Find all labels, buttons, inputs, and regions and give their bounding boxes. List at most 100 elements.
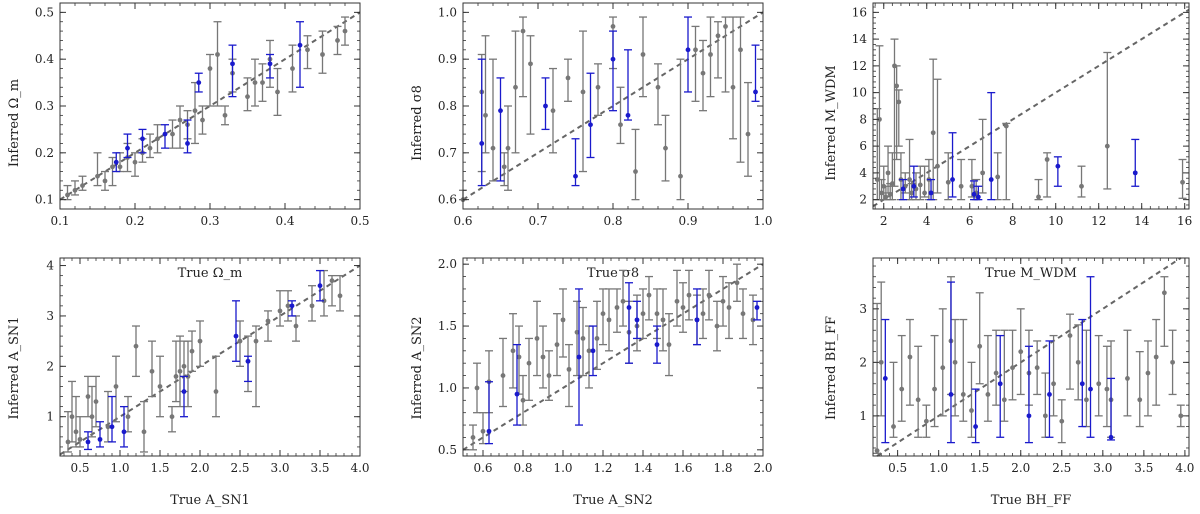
data-point xyxy=(1044,157,1050,162)
y-tick-label: 1 xyxy=(859,409,867,423)
blue-point xyxy=(194,72,203,93)
grey-point xyxy=(243,77,252,112)
identity-line xyxy=(872,8,1190,208)
data-point xyxy=(560,317,566,323)
data-point xyxy=(181,363,187,369)
grey-point xyxy=(739,288,747,340)
grey-point xyxy=(1041,372,1050,438)
x-tick-label: 0.8 xyxy=(513,461,532,475)
data-point xyxy=(883,194,889,200)
grey-point xyxy=(565,343,573,408)
grey-point xyxy=(967,158,976,198)
grey-point xyxy=(176,335,184,408)
data-point xyxy=(192,108,198,114)
grey-point xyxy=(593,300,601,371)
data-point xyxy=(917,182,923,188)
data-point xyxy=(590,348,596,354)
blue-point xyxy=(244,355,252,383)
x-tick-label: 14 xyxy=(1134,214,1150,228)
data-point xyxy=(1108,434,1114,440)
blue-point xyxy=(1053,156,1062,187)
x-tick-label: 0.6 xyxy=(473,461,492,475)
x-tick-label: 1.0 xyxy=(929,461,948,475)
x-tick-label: 0.2 xyxy=(125,214,144,228)
grey-point xyxy=(659,288,667,352)
data-point xyxy=(540,354,546,360)
grey-point xyxy=(983,334,992,422)
data-point xyxy=(595,84,601,90)
data-point xyxy=(267,61,273,67)
x-tick-label: 0.5 xyxy=(888,461,907,475)
grey-point xyxy=(308,285,316,322)
x-tick-label: 2.5 xyxy=(1052,461,1071,475)
data-point xyxy=(932,386,937,392)
grey-point xyxy=(1074,324,1083,401)
data-point xyxy=(173,373,179,379)
data-point xyxy=(610,56,616,62)
grey-point xyxy=(1103,51,1112,190)
grey-point xyxy=(92,375,100,428)
data-point xyxy=(950,177,955,182)
data-point xyxy=(501,164,507,170)
data-point xyxy=(977,343,983,349)
data-point xyxy=(734,280,740,286)
data-point xyxy=(907,354,913,360)
data-point xyxy=(1161,290,1167,296)
y-tick-label: 1.0 xyxy=(438,5,457,19)
grey-point xyxy=(148,340,156,398)
data-point xyxy=(1104,386,1110,392)
grey-point xyxy=(897,334,906,422)
data-point xyxy=(526,360,532,366)
data-point xyxy=(1036,194,1041,200)
blue-point xyxy=(575,288,583,426)
data-point xyxy=(113,384,119,389)
grey-point xyxy=(1049,334,1058,417)
data-point xyxy=(329,278,335,284)
grey-point xyxy=(1065,313,1074,390)
data-point xyxy=(1145,370,1151,376)
data-point xyxy=(889,181,895,186)
data-point xyxy=(290,66,295,71)
grey-point xyxy=(877,281,886,417)
data-point xyxy=(289,303,295,309)
blue-point xyxy=(586,72,595,159)
data-point xyxy=(105,424,111,430)
blue-point xyxy=(296,21,304,88)
y-tick-label: 3 xyxy=(859,302,867,316)
data-point xyxy=(185,141,190,146)
data-point xyxy=(654,311,660,317)
grey-point xyxy=(519,16,527,98)
data-point xyxy=(514,391,520,397)
data-point xyxy=(899,386,905,392)
grey-point xyxy=(71,180,79,196)
data-point xyxy=(1051,381,1056,387)
x-tick-label: 8 xyxy=(1009,214,1017,228)
data-point xyxy=(125,414,131,420)
identity-line xyxy=(462,11,764,201)
grey-point xyxy=(951,318,960,417)
grey-point xyxy=(1168,329,1177,396)
data-point xyxy=(342,28,348,34)
panel-sigma8: True σ8 Inferred σ8 0.6 0.7 0.8 0.9 1.0 0.6 0.… xyxy=(410,2,773,281)
data-point xyxy=(565,75,571,81)
data-point xyxy=(1180,179,1185,185)
y-tick-label: 0.7 xyxy=(438,146,457,160)
y-tick-label: 2 xyxy=(859,355,867,369)
grey-point xyxy=(905,138,914,201)
blue-point xyxy=(541,77,550,131)
grey-point xyxy=(889,361,898,438)
grey-point xyxy=(213,21,222,107)
data-point xyxy=(215,52,220,57)
data-point xyxy=(896,99,902,105)
grey-point xyxy=(616,86,625,145)
grey-point xyxy=(930,334,939,428)
data-point xyxy=(1003,123,1009,129)
data-point xyxy=(754,305,760,310)
blue-point xyxy=(1045,340,1054,438)
x-axis-label: True A_SN1 xyxy=(170,493,250,508)
data-point xyxy=(125,145,130,151)
grey-point xyxy=(93,152,102,187)
y-tick-label: 4 xyxy=(46,259,54,273)
data-point xyxy=(640,52,646,57)
